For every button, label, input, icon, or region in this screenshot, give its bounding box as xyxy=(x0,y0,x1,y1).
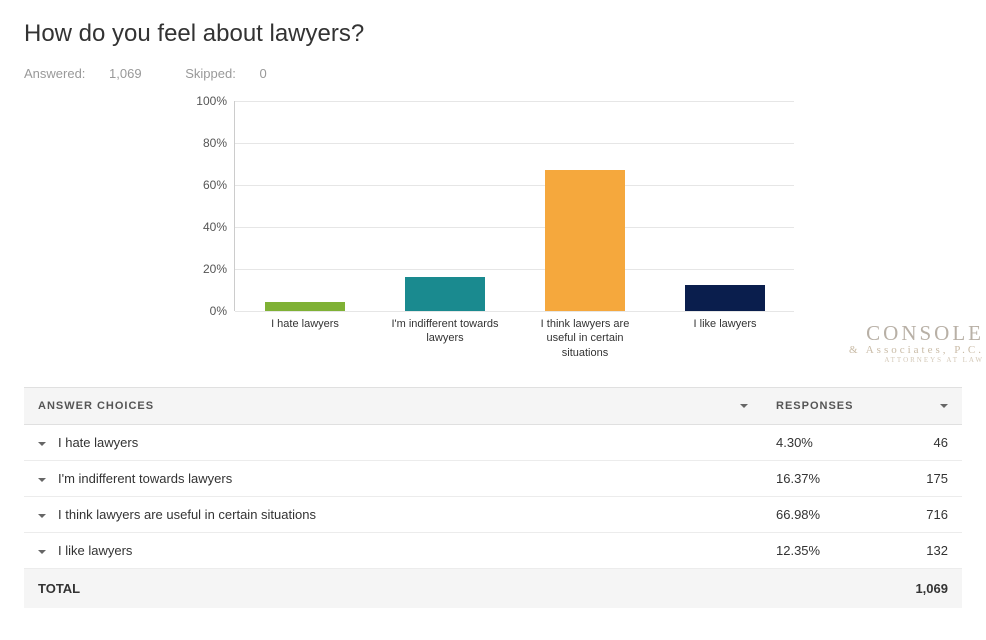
chart-gridline xyxy=(235,101,794,102)
skipped-value: 0 xyxy=(259,66,266,81)
watermark-line1: CONSOLE xyxy=(849,321,984,346)
chart-bar xyxy=(265,302,345,311)
x-axis-label: I think lawyers are useful in certain si… xyxy=(525,317,645,360)
caret-down-icon xyxy=(38,478,46,482)
watermark-line3: ATTORNEYS AT LAW xyxy=(849,356,984,364)
table-total-row: TOTAL 1,069 xyxy=(24,569,962,609)
row-choice-label: I like lawyers xyxy=(58,543,132,558)
row-percent: 4.30% xyxy=(762,425,882,461)
x-axis-label: I'm indifferent towards lawyers xyxy=(385,317,505,346)
row-choice-cell: I think lawyers are useful in certain si… xyxy=(24,497,762,533)
row-choice-cell: I hate lawyers xyxy=(24,425,762,461)
table-row[interactable]: I'm indifferent towards lawyers 16.37%175 xyxy=(24,461,962,497)
chart-gridline xyxy=(235,311,794,312)
chart-plot: 0%20%40%60%80%100%I hate lawyersI'm indi… xyxy=(234,101,794,311)
table-row[interactable]: I think lawyers are useful in certain si… xyxy=(24,497,962,533)
x-axis-label: I hate lawyers xyxy=(245,317,365,331)
header-responses-label: Responses xyxy=(776,400,853,412)
total-value: 1,069 xyxy=(882,569,962,609)
row-count: 132 xyxy=(882,533,962,569)
row-choice-label: I hate lawyers xyxy=(58,435,138,450)
row-count: 175 xyxy=(882,461,962,497)
response-meta: Answered: 1,069 Skipped: 0 xyxy=(24,66,962,81)
row-percent: 16.37% xyxy=(762,461,882,497)
x-axis-label: I like lawyers xyxy=(665,317,785,331)
row-choice-label: I'm indifferent towards lawyers xyxy=(58,471,232,486)
chart-gridline xyxy=(235,269,794,270)
caret-down-icon xyxy=(940,404,948,408)
y-axis-label: 100% xyxy=(196,94,227,108)
row-percent: 66.98% xyxy=(762,497,882,533)
table-header-row: Answer Choices Responses xyxy=(24,388,962,425)
chart-bar xyxy=(545,170,625,311)
row-choice-cell: I like lawyers xyxy=(24,533,762,569)
header-responses[interactable]: Responses xyxy=(762,388,962,425)
page-title: How do you feel about lawyers? xyxy=(24,20,962,48)
chart-bar xyxy=(405,277,485,311)
caret-down-icon xyxy=(740,404,748,408)
y-axis-label: 20% xyxy=(203,262,227,276)
table-row[interactable]: I like lawyers 12.35%132 xyxy=(24,533,962,569)
caret-down-icon xyxy=(38,442,46,446)
watermark-line2: & Associates, P.C. xyxy=(849,344,984,356)
header-choices-label: Answer Choices xyxy=(38,400,154,412)
caret-down-icon xyxy=(38,550,46,554)
total-label: TOTAL xyxy=(24,569,882,609)
answered-value: 1,069 xyxy=(109,66,142,81)
y-axis-label: 60% xyxy=(203,178,227,192)
row-count: 46 xyxy=(882,425,962,461)
chart-gridline xyxy=(235,227,794,228)
chart-bar xyxy=(685,285,765,311)
caret-down-icon xyxy=(38,514,46,518)
brand-watermark: CONSOLE & Associates, P.C. ATTORNEYS AT … xyxy=(849,321,984,364)
y-axis-label: 40% xyxy=(203,220,227,234)
header-answer-choices[interactable]: Answer Choices xyxy=(24,388,762,425)
row-choice-cell: I'm indifferent towards lawyers xyxy=(24,461,762,497)
answered-label: Answered: xyxy=(24,66,85,81)
row-choice-label: I think lawyers are useful in certain si… xyxy=(58,507,316,522)
y-axis-label: 0% xyxy=(210,304,227,318)
skipped-label: Skipped: xyxy=(185,66,236,81)
chart-gridline xyxy=(235,185,794,186)
results-table: Answer Choices Responses I hate lawyers 4… xyxy=(24,387,962,608)
table-row[interactable]: I hate lawyers 4.30%46 xyxy=(24,425,962,461)
row-percent: 12.35% xyxy=(762,533,882,569)
row-count: 716 xyxy=(882,497,962,533)
bar-chart: 0% 20% 40% 60% 80% 100% I hate lawyers I'm indi… xyxy=(174,91,854,371)
y-axis-label: 80% xyxy=(203,136,227,150)
chart-gridline xyxy=(235,143,794,144)
